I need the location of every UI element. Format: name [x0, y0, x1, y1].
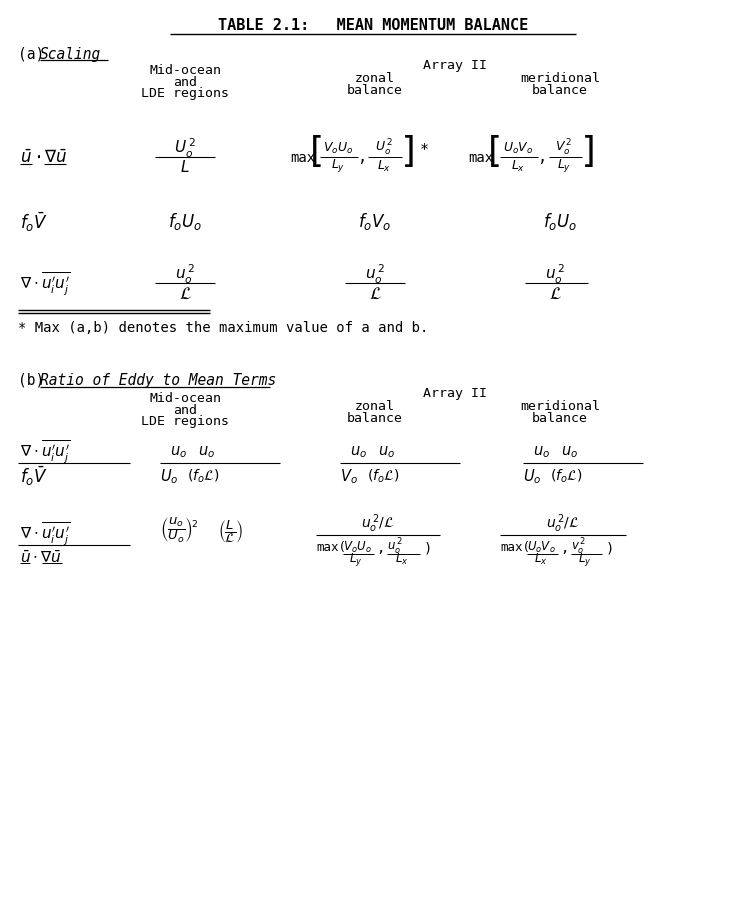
Text: ]: ] — [579, 135, 601, 169]
Text: Mid-ocean: Mid-ocean — [149, 64, 221, 77]
Text: ,: , — [539, 151, 548, 165]
Text: ): ) — [424, 541, 433, 555]
Text: $V_o U_o$: $V_o U_o$ — [323, 140, 353, 155]
Text: $f_o \bar{V}$: $f_o \bar{V}$ — [20, 464, 48, 488]
Text: $\mathcal{L}$: $\mathcal{L}$ — [369, 285, 381, 303]
Text: ): ) — [606, 541, 615, 555]
Text: $L_x$: $L_x$ — [377, 158, 391, 174]
Text: Scaling: Scaling — [40, 46, 101, 62]
Text: Array II: Array II — [423, 387, 487, 400]
Text: $\left(\dfrac{L}{\mathcal{L}}\right)$: $\left(\dfrac{L}{\mathcal{L}}\right)$ — [218, 517, 243, 544]
Text: $L_x$: $L_x$ — [511, 158, 525, 174]
Text: balance: balance — [347, 411, 403, 424]
Text: $U_o^{\,2}$: $U_o^{\,2}$ — [375, 138, 393, 158]
Text: (b): (b) — [18, 372, 44, 387]
Text: $u_o^{\,2}/\mathcal{L}$: $u_o^{\,2}/\mathcal{L}$ — [361, 513, 395, 535]
Text: max: max — [290, 151, 315, 165]
Text: Mid-ocean: Mid-ocean — [149, 392, 221, 405]
Text: [: [ — [483, 135, 505, 169]
Text: $\bar{u}$: $\bar{u}$ — [20, 149, 32, 167]
Text: max(: max( — [500, 541, 530, 554]
Text: $f_o V_o$: $f_o V_o$ — [358, 212, 392, 233]
Text: $u_o^{\,2}$: $u_o^{\,2}$ — [365, 262, 385, 286]
Text: $\bar{u} \cdot \nabla\bar{u}$: $\bar{u} \cdot \nabla\bar{u}$ — [20, 550, 62, 566]
Text: $u_o^{\,2}$: $u_o^{\,2}$ — [387, 537, 403, 557]
Text: zonal: zonal — [355, 71, 395, 84]
Text: $u_o$: $u_o$ — [561, 444, 578, 460]
Text: $u_o$: $u_o$ — [378, 444, 395, 460]
Text: $u_o$: $u_o$ — [170, 444, 187, 460]
Text: ]: ] — [399, 135, 421, 169]
Text: $L_y$: $L_y$ — [557, 157, 571, 175]
Text: Array II: Array II — [423, 59, 487, 72]
Text: $L_y$: $L_y$ — [578, 551, 592, 567]
Text: $L_x$: $L_x$ — [534, 552, 548, 566]
Text: $U_o V_o$: $U_o V_o$ — [503, 140, 533, 155]
Text: $u_o$: $u_o$ — [350, 444, 367, 460]
Text: $u_o^{\,2}$: $u_o^{\,2}$ — [545, 262, 565, 286]
Text: * Max (a,b) denotes the maximum value of a and b.: * Max (a,b) denotes the maximum value of… — [18, 321, 428, 335]
Text: $\nabla\bar{u}$: $\nabla\bar{u}$ — [44, 149, 67, 167]
Text: [: [ — [305, 135, 327, 169]
Text: $v_o^{\,2}$: $v_o^{\,2}$ — [571, 537, 586, 557]
Text: max(: max( — [316, 541, 346, 554]
Text: $f_o \bar{V}$: $f_o \bar{V}$ — [20, 211, 48, 234]
Text: $V_o U_o$: $V_o U_o$ — [343, 540, 372, 554]
Text: $U_o$: $U_o$ — [160, 468, 178, 486]
Text: $(f_o \mathcal{L})$: $(f_o \mathcal{L})$ — [367, 468, 399, 485]
Text: $u_o^{\,2}$: $u_o^{\,2}$ — [175, 262, 195, 286]
Text: LDE regions: LDE regions — [141, 416, 229, 429]
Text: balance: balance — [532, 411, 588, 424]
Text: $U_o V_o$: $U_o V_o$ — [527, 540, 556, 554]
Text: $L_x$: $L_x$ — [395, 552, 409, 566]
Text: meridional: meridional — [520, 399, 600, 412]
Text: LDE regions: LDE regions — [141, 88, 229, 101]
Text: $L_y$: $L_y$ — [331, 157, 345, 175]
Text: $V_o^{\,2}$: $V_o^{\,2}$ — [555, 138, 573, 158]
Text: *: * — [420, 142, 429, 157]
Text: and: and — [173, 76, 197, 89]
Text: $U_o$: $U_o$ — [523, 468, 542, 486]
Text: max: max — [468, 151, 493, 165]
Text: $L_y$: $L_y$ — [349, 551, 363, 567]
Text: TABLE 2.1:   MEAN MOMENTUM BALANCE: TABLE 2.1: MEAN MOMENTUM BALANCE — [218, 18, 528, 33]
Text: Ratio of Eddy to Mean Terms: Ratio of Eddy to Mean Terms — [40, 372, 276, 387]
Text: $\mathcal{L}$: $\mathcal{L}$ — [178, 285, 192, 303]
Text: zonal: zonal — [355, 399, 395, 412]
Text: $u_o$: $u_o$ — [198, 444, 215, 460]
Text: $V_o$: $V_o$ — [340, 468, 358, 486]
Text: $(f_o \mathcal{L})$: $(f_o \mathcal{L})$ — [550, 468, 583, 485]
Text: $f_o U_o$: $f_o U_o$ — [168, 212, 202, 233]
Text: balance: balance — [347, 83, 403, 96]
Text: meridional: meridional — [520, 71, 600, 84]
Text: $\nabla \cdot \overline{u_i' u_j'}$: $\nabla \cdot \overline{u_i' u_j'}$ — [20, 520, 71, 548]
Text: ,: , — [376, 541, 384, 555]
Text: $u_o^{\,2}/\mathcal{L}$: $u_o^{\,2}/\mathcal{L}$ — [546, 513, 580, 535]
Text: $\nabla \cdot \overline{u_i' u_j'}$: $\nabla \cdot \overline{u_i' u_j'}$ — [20, 438, 71, 466]
Text: $\nabla \cdot \overline{u_i' u_j'}$: $\nabla \cdot \overline{u_i' u_j'}$ — [20, 271, 71, 298]
Text: $\mathcal{L}$: $\mathcal{L}$ — [548, 285, 562, 303]
Text: and: and — [173, 404, 197, 417]
Text: ,: , — [560, 541, 568, 555]
Text: $u_o$: $u_o$ — [533, 444, 550, 460]
Text: $L$: $L$ — [181, 159, 189, 175]
Text: ·: · — [34, 149, 44, 167]
Text: ,: , — [358, 151, 368, 165]
Text: $f_o U_o$: $f_o U_o$ — [543, 212, 577, 233]
Text: balance: balance — [532, 83, 588, 96]
Text: $(f_o \mathcal{L})$: $(f_o \mathcal{L})$ — [187, 468, 219, 485]
Text: (a): (a) — [18, 46, 44, 62]
Text: $\left(\dfrac{u_o}{U_o}\right)^{\!2}$: $\left(\dfrac{u_o}{U_o}\right)^{\!2}$ — [160, 516, 198, 544]
Text: $U_o^{\,2}$: $U_o^{\,2}$ — [174, 137, 196, 160]
